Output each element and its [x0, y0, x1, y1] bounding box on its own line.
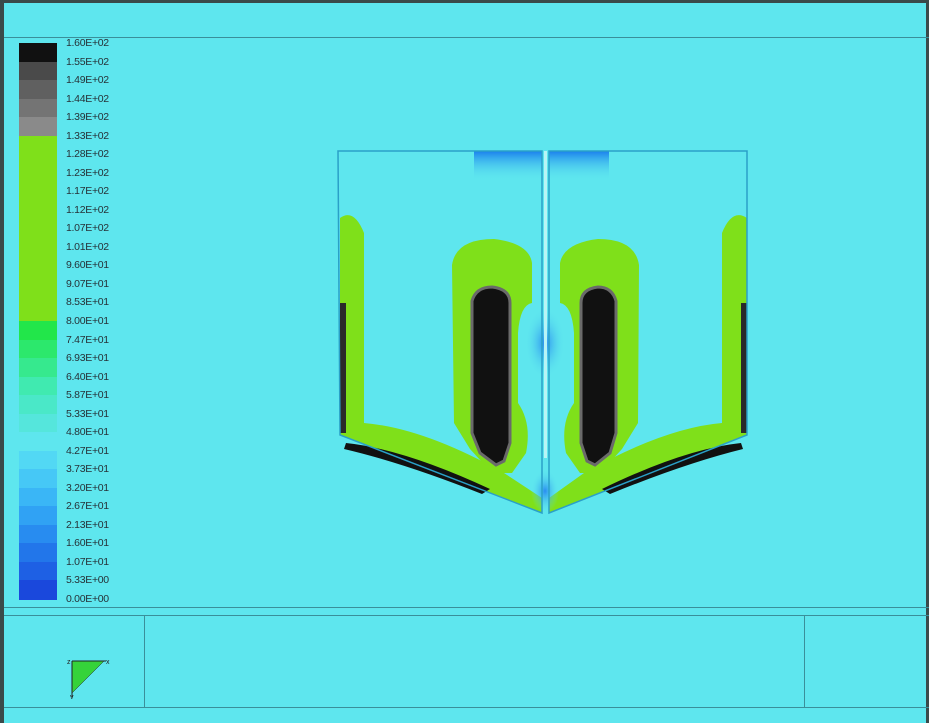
colorbar-swatch — [19, 432, 57, 452]
dark-streak-left — [344, 443, 490, 494]
colorbar-swatch — [19, 80, 57, 100]
colorbar-tick-label: 1.49E+02 — [66, 74, 109, 87]
colorbar-tick-label: 3.73E+01 — [66, 463, 109, 476]
colorbar-swatch — [19, 61, 57, 81]
colorbar-tick-label: 1.23E+02 — [66, 166, 109, 179]
colorbar-swatch — [19, 395, 57, 415]
colorbar-tick-label: 1.07E+02 — [66, 222, 109, 235]
colorbar-tick-label: 2.67E+01 — [66, 500, 109, 513]
colorbar-swatch — [19, 543, 57, 563]
domain-outline-left — [337, 150, 543, 515]
colorbar-tick-label: 8.53E+01 — [66, 296, 109, 309]
colorbar-swatch — [19, 283, 57, 304]
bottom-panel-left-separator — [144, 615, 145, 707]
footer-line — [4, 707, 929, 708]
dark-edge-right — [741, 303, 747, 433]
colorbar-swatch — [19, 339, 57, 359]
domain-outline-right — [548, 150, 748, 515]
colorbar-swatch — [19, 117, 57, 137]
blue-top-right — [549, 151, 609, 181]
colorbar-swatch — [19, 228, 57, 248]
dark-bar-left — [470, 285, 512, 467]
colorbar-tick-label: 1.60E+02 — [66, 37, 109, 49]
colorbar-swatch — [19, 358, 57, 378]
colorbar-swatch — [19, 191, 57, 211]
triad-label-z: z — [67, 659, 71, 666]
colorbar-swatch — [19, 487, 57, 507]
colorbar-tick-label: 4.27E+01 — [66, 444, 109, 457]
contour-plot — [337, 150, 748, 515]
colorbar-tick-label: 9.07E+01 — [66, 277, 109, 290]
colorbar-tick-label: 1.07E+01 — [66, 555, 109, 568]
bottom-panel-right-separator — [804, 615, 805, 707]
blue-top-left — [474, 151, 542, 181]
colorbar-swatch — [19, 98, 57, 118]
triad-label-x: x — [106, 659, 110, 666]
colorbar-swatch — [19, 321, 57, 341]
colorbar-tick-label: 1.55E+02 — [66, 55, 109, 68]
colorbar-swatch — [19, 209, 57, 229]
colorbar-tick-label: 6.40E+01 — [66, 370, 109, 383]
cyan-inner-right — [599, 231, 720, 458]
colorbar-tick-label: 4.80E+01 — [66, 426, 109, 439]
colorbar-swatch — [19, 580, 57, 600]
colorbar-swatch — [19, 524, 57, 544]
colorbar-swatch — [19, 265, 57, 285]
colorbar-tick-label: 3.20E+01 — [66, 481, 109, 494]
colorbar-tick-label: 9.60E+01 — [66, 259, 109, 272]
bottom-panel-inner-line — [4, 615, 929, 616]
dark-streak-right — [602, 443, 743, 494]
colorbar-tick-label: 7.47E+01 — [66, 333, 109, 346]
colorbar-swatch — [19, 376, 57, 396]
green-band-right-outer — [549, 215, 747, 513]
colorbar-swatch — [19, 154, 57, 174]
colorbar-tick-label: 1.39E+02 — [66, 111, 109, 124]
colorbar-tick-label: 1.33E+02 — [66, 129, 109, 142]
triad-label-y: y — [70, 694, 74, 699]
blue-spot-bottom — [531, 469, 559, 513]
colorbar-swatch — [19, 43, 57, 63]
colorbar-tick-label: 5.87E+01 — [66, 389, 109, 402]
bottom-panel-divider — [4, 607, 929, 608]
colorbar-swatch — [19, 413, 57, 433]
dark-bar-right — [579, 285, 618, 467]
colorbar-tick-label: 1.60E+01 — [66, 537, 109, 550]
colorbar-tick-label: 1.01E+02 — [66, 240, 109, 253]
colorbar-swatch — [19, 506, 57, 526]
top-divider — [4, 37, 929, 38]
colorbar-tick-label: 8.00E+01 — [66, 315, 109, 327]
colorbar-swatch — [19, 302, 57, 322]
colorbar-tick-label: 1.12E+02 — [66, 203, 109, 216]
colorbar-swatch — [19, 561, 57, 582]
colorbar-tick-label: 1.28E+02 — [66, 148, 109, 161]
colorbar-swatch — [19, 246, 57, 266]
axes-triad: z x y — [64, 655, 124, 704]
colorbar-swatch — [19, 450, 57, 470]
cyan-inner-left — [366, 231, 492, 458]
colorbar-tick-label: 6.93E+01 — [66, 352, 109, 365]
colorbar-tick-label: 2.13E+01 — [66, 518, 109, 531]
colorbar-swatch — [19, 135, 57, 155]
colorbar-tick-label: 5.33E+01 — [66, 407, 109, 420]
colorbar-swatch — [19, 172, 57, 192]
colorbar-tick-label: 1.44E+02 — [66, 92, 109, 105]
green-band-left-outer — [340, 215, 542, 513]
colorbar-swatch — [19, 469, 57, 489]
colorbar-tick-label: 0.00E+00 — [66, 593, 109, 605]
colorbar-tick-label: 1.17E+02 — [66, 185, 109, 198]
dark-edge-left — [340, 303, 346, 433]
colorbar-tick-label: 5.33E+00 — [66, 574, 109, 587]
